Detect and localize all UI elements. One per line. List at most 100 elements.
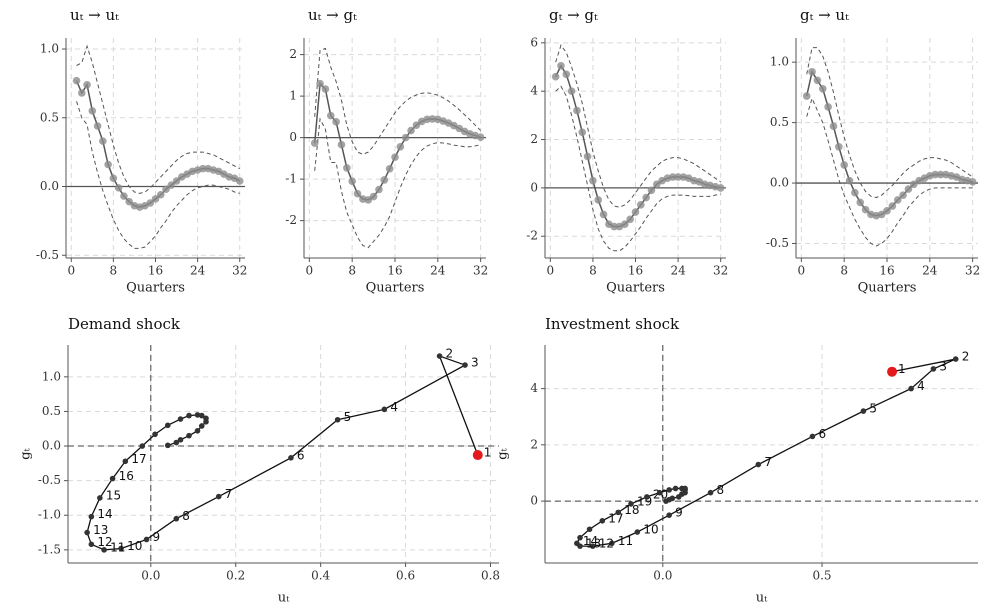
trajectory-point: [644, 494, 650, 500]
confidence-band: [806, 47, 973, 199]
trajectory-point: [952, 356, 959, 362]
irf-point: [968, 178, 977, 186]
trajectory-point: [930, 366, 937, 372]
irf-point: [83, 80, 91, 89]
y-tick-label: 0.5: [770, 115, 789, 129]
trajectory-point: [88, 541, 95, 548]
point-label: 12: [599, 537, 614, 551]
irf-point: [99, 137, 107, 145]
point-label: 14: [583, 534, 598, 548]
y-tick-label: 4: [530, 84, 538, 98]
point-label: 6: [297, 448, 305, 462]
trajectory-point: [198, 423, 205, 429]
irf-point: [162, 185, 170, 194]
x-tick-label: 32: [713, 264, 728, 278]
trajectory-point: [609, 540, 615, 547]
point-label: 18: [624, 503, 639, 517]
y-tick-label: 2: [530, 437, 538, 451]
irf-point: [899, 191, 907, 199]
irf-point: [93, 122, 102, 130]
irf-point: [909, 180, 918, 189]
x-tick-label: 32: [473, 264, 488, 278]
x-tick-label: 32: [232, 264, 247, 278]
trajectory-point: [707, 489, 714, 496]
point-label: 5: [344, 410, 352, 424]
irf-point: [573, 106, 581, 115]
x-tick-label: 16: [628, 264, 643, 278]
irf-point: [594, 196, 603, 204]
point-label: 8: [717, 483, 725, 497]
irf-point: [716, 184, 725, 192]
irf-point: [936, 170, 945, 179]
x-tick-label: 16: [879, 264, 894, 278]
trajectory-point: [122, 458, 129, 465]
start-point: [887, 366, 898, 377]
trajectory-point: [599, 518, 606, 524]
irf-point: [637, 201, 645, 209]
irf-point: [621, 220, 629, 228]
x-tick-label: 24: [670, 264, 686, 278]
confidence-band: [76, 44, 240, 194]
irf-point: [813, 76, 822, 85]
trajectory-point: [97, 495, 103, 501]
y-tick-label: 0.5: [42, 404, 61, 418]
irf-point: [818, 84, 827, 93]
irf-point: [104, 160, 112, 169]
irf-point: [375, 185, 383, 194]
irf-point: [851, 188, 859, 197]
irf-point: [562, 70, 571, 79]
point-label: 10: [643, 523, 658, 537]
irf-point: [353, 189, 362, 198]
point-label: 2: [446, 347, 454, 361]
trajectory-point: [164, 422, 171, 429]
trajectory-point: [381, 406, 388, 413]
irf-point: [326, 111, 335, 120]
point-label: 7: [764, 455, 772, 469]
trajectory-point: [908, 385, 914, 392]
confidence-band: [555, 44, 721, 208]
point-label: 6: [818, 427, 826, 441]
panel-title: gₜ → gₜ: [549, 6, 598, 24]
trajectory-point: [177, 437, 184, 443]
point-label: 4: [917, 379, 925, 393]
y-tick-label: 1.0: [770, 55, 789, 69]
irf-point: [396, 142, 405, 151]
trajectory: [576, 358, 956, 547]
y-tick-label: -2: [526, 229, 538, 243]
x-tick-label: 0: [547, 264, 555, 278]
trajectory-point: [615, 509, 622, 516]
irf-line: [805, 69, 973, 217]
trajectory-point: [84, 529, 90, 536]
irf-point: [557, 62, 565, 70]
irf-point: [877, 210, 886, 219]
y-tick-label: 0.5: [40, 110, 59, 124]
irf-point: [235, 177, 244, 185]
y-tick-label: 0: [530, 494, 538, 508]
y-tick-label: 1.0: [42, 369, 61, 383]
point-label: 1: [898, 362, 906, 376]
trajectory-point: [173, 439, 180, 446]
y-tick-label: 1.0: [40, 42, 59, 56]
trajectory-point: [88, 513, 95, 520]
irf-point: [808, 68, 816, 76]
trajectory-point: [666, 512, 672, 518]
irf-point: [589, 176, 597, 185]
irf-point: [114, 184, 123, 192]
irf-point: [599, 210, 608, 219]
point-label: 5: [869, 402, 877, 416]
x-tick-label: 0: [798, 264, 806, 278]
trajectory-point: [177, 416, 184, 422]
confidence-band: [76, 101, 240, 249]
y-axis-label: gₜ: [496, 447, 511, 459]
y-tick-label: 0.0: [770, 176, 789, 190]
irf-point: [412, 121, 421, 129]
confidence-band: [314, 117, 481, 249]
x-axis-label: uₜ: [756, 591, 768, 606]
irf-point: [332, 118, 340, 126]
trajectory-point: [203, 419, 209, 425]
confidence-band: [806, 96, 973, 247]
irf-point: [840, 161, 848, 169]
point-label: 10: [127, 539, 142, 553]
y-tick-label: -1: [285, 172, 297, 186]
